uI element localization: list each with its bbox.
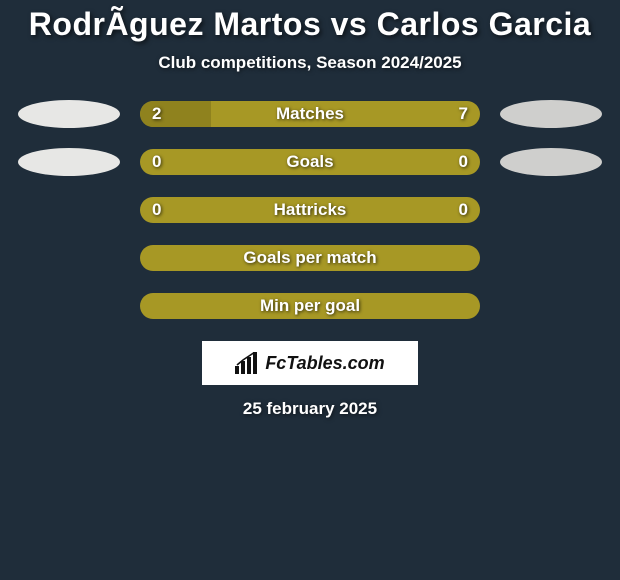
source-badge: FcTables.com [202,341,418,385]
subtitle: Club competitions, Season 2024/2025 [0,53,620,73]
page-title: RodrÃ­guez Martos vs Carlos Garcia [0,6,620,43]
stat-bar: 0Goals0 [140,149,480,175]
stat-bar: Min per goal [140,293,480,319]
stat-right-value: 0 [459,200,468,220]
bar-chart-icon [235,352,261,374]
stat-rows: 2Matches70Goals00Hattricks0Goals per mat… [0,101,620,319]
stat-right-value: 0 [459,152,468,172]
comparison-infographic: RodrÃ­guez Martos vs Carlos Garcia Club … [0,0,620,419]
right-team-marker [500,100,602,128]
stat-bar: 0Hattricks0 [140,197,480,223]
stat-label: Goals [140,152,480,172]
stat-bar: 2Matches7 [140,101,480,127]
stat-label: Hattricks [140,200,480,220]
stat-row: 0Hattricks0 [0,197,620,223]
stat-right-value: 7 [459,104,468,124]
badge-text: FcTables.com [265,353,384,374]
stat-row: 2Matches7 [0,101,620,127]
date: 25 february 2025 [0,399,620,419]
stat-label: Goals per match [140,248,480,268]
stat-label: Matches [140,104,480,124]
stat-label: Min per goal [140,296,480,316]
stat-row: Min per goal [0,293,620,319]
right-team-marker [500,148,602,176]
stat-row: Goals per match [0,245,620,271]
stat-row: 0Goals0 [0,149,620,175]
left-team-marker [18,100,120,128]
stat-bar: Goals per match [140,245,480,271]
left-team-marker [18,148,120,176]
